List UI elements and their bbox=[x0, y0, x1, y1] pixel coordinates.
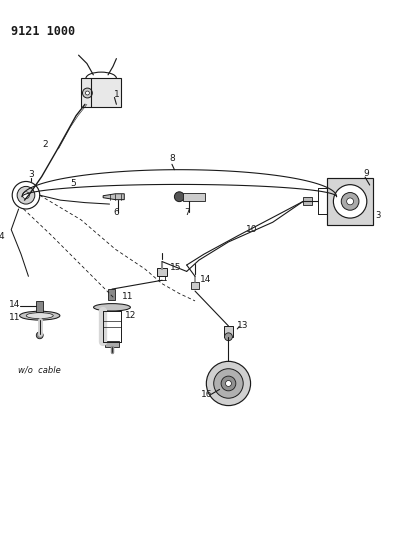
Bar bbox=[157, 269, 167, 276]
Text: 14: 14 bbox=[9, 300, 20, 309]
Circle shape bbox=[23, 192, 30, 199]
Circle shape bbox=[214, 369, 243, 398]
Text: 7: 7 bbox=[184, 208, 190, 217]
Circle shape bbox=[83, 88, 92, 98]
Text: 3: 3 bbox=[375, 211, 380, 220]
Circle shape bbox=[174, 192, 184, 201]
Text: 9: 9 bbox=[363, 169, 369, 178]
Text: 5: 5 bbox=[70, 180, 76, 188]
Bar bbox=[36, 301, 43, 312]
Text: 10: 10 bbox=[246, 225, 257, 234]
Text: 2: 2 bbox=[43, 140, 48, 149]
Bar bbox=[191, 282, 199, 289]
Circle shape bbox=[12, 181, 40, 209]
Text: 1: 1 bbox=[114, 90, 120, 99]
Circle shape bbox=[85, 91, 89, 95]
Circle shape bbox=[226, 381, 231, 386]
Text: w/o  cable: w/o cable bbox=[18, 365, 61, 374]
Ellipse shape bbox=[26, 313, 53, 319]
Bar bbox=[303, 197, 312, 205]
Circle shape bbox=[17, 187, 35, 204]
Text: 14: 14 bbox=[200, 275, 211, 284]
Text: 4: 4 bbox=[0, 232, 5, 241]
Ellipse shape bbox=[94, 304, 130, 311]
Text: 12: 12 bbox=[125, 311, 136, 320]
Ellipse shape bbox=[20, 311, 60, 320]
Text: 13: 13 bbox=[237, 321, 249, 330]
Bar bbox=[108, 289, 115, 300]
Text: 6: 6 bbox=[113, 208, 119, 217]
Bar bbox=[224, 326, 233, 337]
Circle shape bbox=[221, 376, 236, 391]
Circle shape bbox=[36, 332, 43, 339]
Polygon shape bbox=[103, 194, 124, 200]
Text: 8: 8 bbox=[169, 155, 175, 163]
Text: 16: 16 bbox=[201, 390, 213, 399]
Text: 3: 3 bbox=[28, 169, 34, 179]
Bar bbox=[105, 341, 119, 346]
Circle shape bbox=[333, 184, 367, 218]
Circle shape bbox=[341, 192, 359, 210]
Circle shape bbox=[346, 198, 353, 205]
Text: 9121 1000: 9121 1000 bbox=[11, 25, 75, 37]
Text: 15: 15 bbox=[169, 263, 181, 272]
Bar bbox=[183, 193, 206, 200]
Text: 11: 11 bbox=[9, 312, 20, 321]
Bar bbox=[81, 78, 121, 107]
Bar bbox=[327, 178, 374, 225]
Circle shape bbox=[206, 361, 251, 406]
Circle shape bbox=[224, 333, 232, 341]
Text: 11: 11 bbox=[122, 293, 133, 302]
